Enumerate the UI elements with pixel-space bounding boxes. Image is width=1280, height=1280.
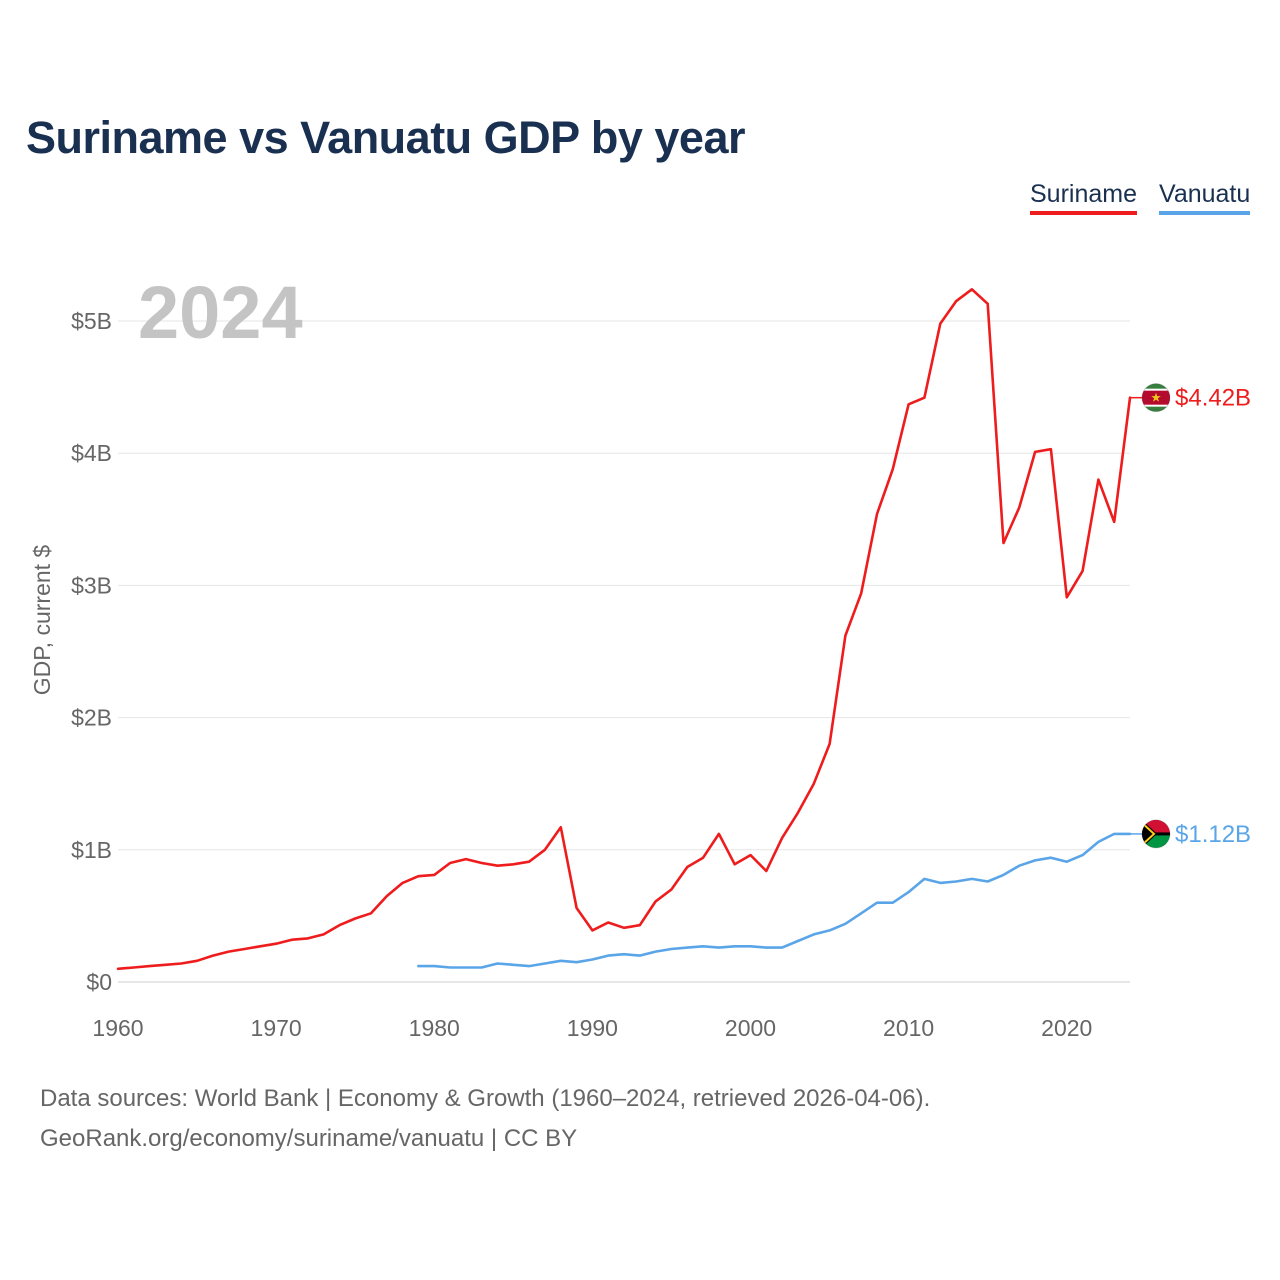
legend-label-suriname: Suriname	[1030, 180, 1137, 208]
axes: $0 $1B $2B $3B $4B $5B 1960 1970 1980 1990 2000 201…	[71, 308, 1092, 1041]
series	[116, 287, 1132, 971]
legend-item-vanuatu[interactable]: Vanuatu	[1159, 180, 1251, 215]
y-tick-label: $0	[86, 969, 112, 995]
x-tick-label: 1960	[92, 1015, 143, 1041]
x-tick-label: 2000	[725, 1015, 776, 1041]
chart-title: Suriname vs Vanuatu GDP by year	[26, 112, 745, 163]
legend-label-vanuatu: Vanuatu	[1159, 180, 1251, 208]
y-tick-label: $5B	[71, 308, 112, 334]
series-line-vanuatu[interactable]	[417, 832, 1132, 969]
end-label-vanuatu: $1.12B	[1175, 821, 1251, 848]
x-tick-label: 2020	[1041, 1015, 1092, 1041]
gridlines	[118, 320, 1130, 983]
suriname-flag-icon	[1141, 383, 1171, 413]
vanuatu-flag-icon	[1141, 819, 1171, 849]
source-url[interactable]: GeoRank.org/economy/suriname/vanuatu | C…	[40, 1125, 578, 1152]
x-tick-label: 2010	[883, 1015, 934, 1041]
x-tick-label: 1970	[251, 1015, 302, 1041]
y-tick-label: $3B	[71, 572, 112, 598]
x-tick-label: 1980	[409, 1015, 460, 1041]
legend-item-suriname[interactable]: Suriname	[1030, 180, 1137, 215]
end-markers: $4.42B $1.12B	[1130, 383, 1251, 849]
y-tick-label: $4B	[71, 440, 112, 466]
y-tick-label: $1B	[71, 837, 112, 863]
x-tick-label: 1990	[567, 1015, 618, 1041]
y-tick-label: $2B	[71, 705, 112, 731]
year-watermark: 2024	[138, 271, 303, 354]
end-label-suriname: $4.42B	[1175, 385, 1251, 412]
source-note: Data sources: World Bank | Economy & Gro…	[40, 1085, 931, 1112]
legend-swatch-vanuatu	[1159, 211, 1251, 215]
y-axis-title: GDP, current $	[29, 545, 55, 696]
series-line-suriname[interactable]	[116, 287, 1132, 971]
legend-swatch-suriname	[1030, 211, 1137, 215]
